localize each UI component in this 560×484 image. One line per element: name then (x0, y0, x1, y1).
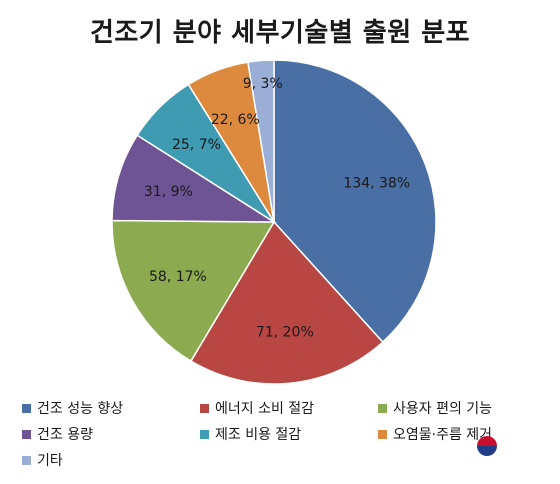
legend-label: 에너지 소비 절감 (215, 401, 315, 417)
legend-swatch (22, 403, 31, 413)
chart-title: 건조기 분야 세부기술별 출원 분포 (89, 18, 471, 48)
pie-slice (247, 59, 275, 223)
slice-data-label: 71, 20% (256, 325, 314, 341)
legend-item: 기타 (22, 450, 200, 470)
legend-label: 건조 용량 (37, 427, 93, 443)
legend-item: 오염물·주름 제거 (378, 424, 556, 444)
slice-data-label: 58, 17% (149, 269, 207, 285)
legend-label: 기타 (37, 453, 63, 469)
legend-item: 건조 성능 향상 (22, 398, 200, 418)
legend-swatch (200, 429, 209, 439)
pie-slice (273, 59, 437, 344)
legend-item: 사용자 편의 기능 (378, 398, 556, 418)
legend-item: 에너지 소비 절감 (200, 398, 378, 418)
pie-slice (189, 220, 384, 385)
legend-label: 사용자 편의 기능 (393, 401, 493, 417)
pie-chart: 134, 38% 71, 20% 58, 17% 31, 9% 25, 7% 22, 6%… (111, 59, 437, 385)
legend-swatch (200, 403, 209, 413)
emblem-logo (477, 436, 497, 456)
legend-swatch (22, 455, 31, 465)
slice-data-label: 9, 3% (243, 76, 283, 92)
legend-swatch (22, 429, 31, 439)
pie-slice (111, 134, 277, 223)
pie-slice (111, 219, 276, 363)
slice-data-label: 22, 6% (211, 112, 260, 128)
legend-label: 오염물·주름 제거 (393, 427, 493, 443)
legend-swatch (378, 429, 387, 439)
legend-label: 제조 비용 절감 (215, 427, 302, 443)
slice-data-label: 31, 9% (144, 184, 193, 200)
legend-swatch (378, 403, 387, 413)
legend-item: 건조 용량 (22, 424, 200, 444)
legend-label: 건조 성능 향상 (37, 401, 124, 417)
legend-item: 제조 비용 절감 (200, 424, 378, 444)
slice-data-label: 134, 38% (343, 175, 410, 191)
slice-data-label: 25, 7% (172, 137, 221, 153)
